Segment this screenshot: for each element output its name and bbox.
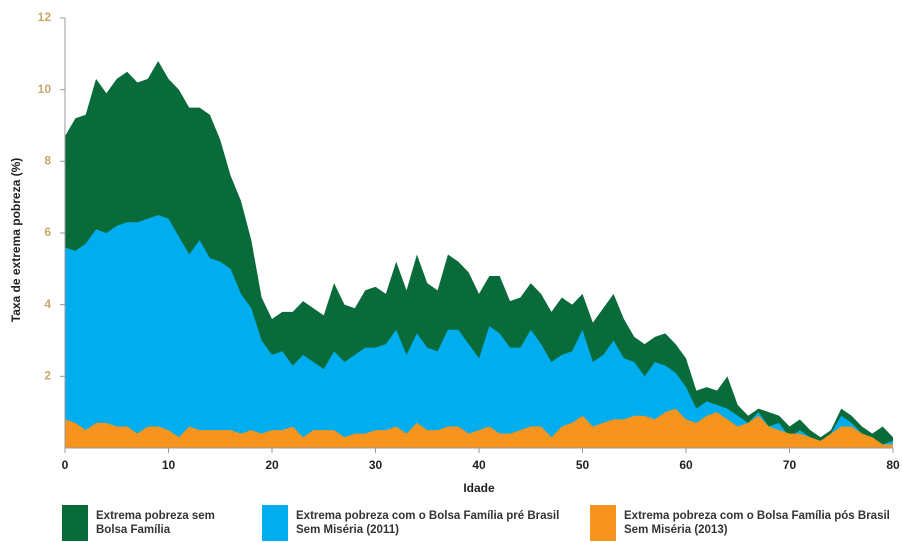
legend-swatch — [62, 505, 88, 541]
x-tick-label: 50 — [576, 458, 590, 472]
x-axis-title: Idade — [463, 481, 495, 495]
legend-label: Extrema pobreza com o Bolsa Família pré … — [296, 510, 560, 536]
legend-swatch — [590, 505, 616, 541]
y-axis-title: Taxa de extrema pobreza (%) — [9, 158, 23, 323]
y-tick-label: 2 — [44, 369, 51, 383]
legend-swatch — [262, 505, 288, 541]
legend-item: Extrema pobreza com o Bolsa Família pré … — [262, 505, 571, 541]
x-tick-label: 20 — [265, 458, 279, 472]
x-tick-label: 40 — [472, 458, 486, 472]
y-tick-label: 10 — [38, 82, 52, 96]
legend-item: Extrema pobreza sem Bolsa Família — [62, 505, 216, 541]
area — [65, 61, 893, 448]
area — [65, 408, 893, 448]
x-tick-label: 10 — [162, 458, 176, 472]
area — [65, 215, 893, 448]
y-tick-label: 12 — [38, 10, 52, 24]
y-tick-label: 8 — [44, 154, 51, 168]
legend-label: Extrema pobreza com o Bolsa Família pós … — [624, 510, 890, 536]
x-tick-label: 80 — [886, 458, 900, 472]
legend-item: Extrema pobreza com o Bolsa Família pós … — [590, 505, 902, 541]
x-tick-label: 60 — [679, 458, 693, 472]
x-tick-label: 70 — [783, 458, 797, 472]
legend-label: Extrema pobreza sem Bolsa Família — [96, 510, 215, 536]
x-tick-label: 30 — [369, 458, 383, 472]
chart: Taxa de extrema pobreza (%) Idade 2 4 6 8 10… — [9, 10, 900, 495]
y-tick-label: 4 — [44, 297, 51, 311]
y-tick-label: 6 — [44, 225, 51, 239]
x-tick-label: 0 — [62, 458, 69, 472]
